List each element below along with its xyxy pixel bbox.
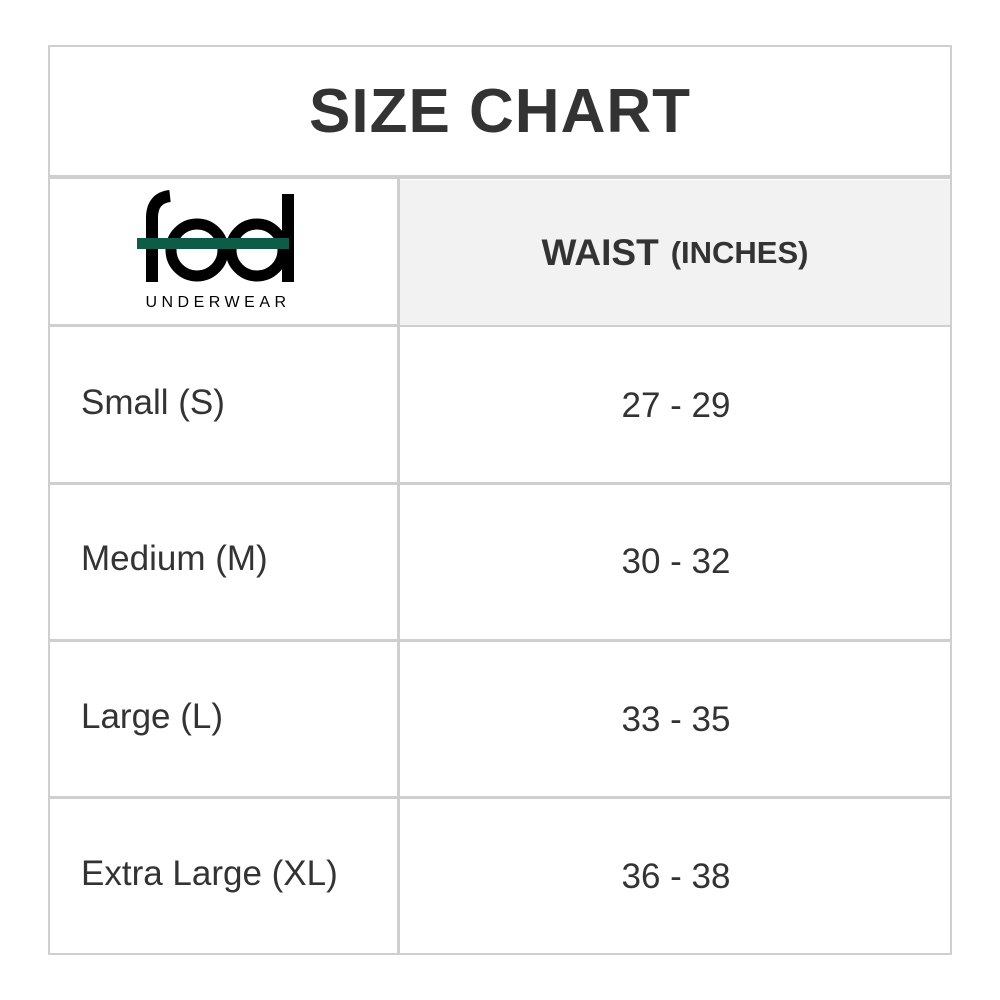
divider [48,324,952,327]
brand-logo: UNDERWEAR [130,188,310,313]
waist-value: 27 - 29 [621,386,731,425]
divider [48,796,952,799]
page-title: SIZE CHART [309,76,691,146]
column-divider [397,178,400,953]
size-label: Small (S) [81,383,225,422]
divider [48,482,952,485]
waist-value: 36 - 38 [621,857,731,896]
divider [48,639,952,642]
divider [48,175,952,179]
size-chart-table [48,45,952,955]
size-label: Large (L) [81,697,224,736]
header-measure: WAIST [541,231,659,273]
size-label: Medium (M) [81,539,268,578]
waist-value: 30 - 32 [621,542,731,581]
header-unit: (INCHES) [670,234,809,270]
waist-value: 33 - 35 [621,700,731,739]
waist-column-header: WAIST (INCHES) [400,180,950,325]
size-label: Extra Large (XL) [81,854,338,893]
logo-tagline: UNDERWEAR [145,294,290,311]
